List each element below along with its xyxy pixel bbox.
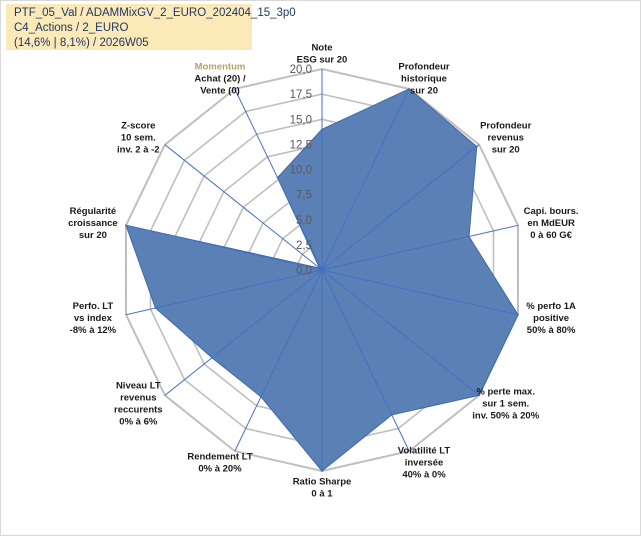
axis-label: Note ESG sur 20 (297, 43, 348, 66)
axis-spoke (321, 224, 519, 271)
data-point (391, 414, 393, 416)
data-point (154, 307, 157, 309)
data-point (408, 88, 411, 90)
axis-spoke (321, 269, 410, 452)
data-point (321, 470, 323, 472)
axis-spoke (321, 144, 480, 271)
portfolio-name: PTF_05_Val / ADAMMixGV_2_EURO_202404_15_… (14, 7, 296, 19)
axis-spoke (125, 269, 323, 316)
tick-label: 17,5 (290, 89, 312, 101)
data-point (318, 267, 321, 269)
tick-label: 10,0 (290, 165, 312, 177)
axis-spoke (164, 144, 323, 271)
axis-spoke (321, 269, 480, 396)
tick-label: 20,0 (290, 64, 312, 76)
axis-label: Rendement LT 0% à 20% (187, 451, 252, 474)
asset-class: C4_Actions / 2_EURO (14, 22, 129, 34)
portfolio-info-box: PTF_05_Val / ADAMMixGV_2_EURO_202404_15_… (6, 4, 296, 50)
data-point (321, 128, 323, 131)
axis-spoke (234, 269, 323, 452)
axis-label: Momentum Achat (20) / Vente (0) (194, 62, 246, 97)
axis-label: Perfo. LT vs index -8% à 12% (70, 301, 117, 336)
tick-label: 5,0 (296, 215, 312, 227)
axis-label: Volatilité LT inversée 40% à 0% (398, 445, 451, 480)
axis-label: Régularité croissance sur 20 (68, 206, 118, 241)
data-point (517, 313, 519, 316)
axis-spoke (234, 88, 323, 271)
data-point (276, 176, 279, 179)
performance-week: (14,6% | 8,1%) / 2026W05 (14, 37, 149, 49)
data-point (478, 394, 480, 397)
axis-label: % perte max. sur 1 sem. inv. 50% à 20% (472, 386, 539, 421)
data-point (211, 356, 213, 359)
tick-label: 7,5 (296, 190, 312, 202)
data-point (260, 396, 262, 398)
tick-label: 12,5 (290, 139, 312, 151)
tick-label: 2,5 (296, 240, 312, 252)
axis-spoke (125, 224, 323, 271)
tick-label: 15,0 (290, 114, 312, 126)
axis-spoke (164, 269, 323, 396)
axis-label: Profondeur historique sur 20 (398, 62, 449, 97)
data-point (125, 224, 127, 227)
axis-label: Profondeur revenus sur 20 (480, 121, 531, 156)
axis-label: Ratio Sharpe 0 à 1 (293, 477, 352, 500)
axis-label: % perfo 1A positive 50% à 80% (526, 301, 576, 336)
axis-label: Capi. bours. en MdEUR 0 à 60 G€ (524, 206, 579, 241)
data-point (468, 235, 470, 238)
axis-label: Niveau LT revenus reccurents 0% à 6% (114, 380, 163, 427)
data-point (476, 145, 478, 148)
axis-spoke (321, 88, 410, 271)
axis-spoke (321, 269, 519, 316)
axis-label: Z-score 10 sem. inv. 2 à -2 (117, 121, 160, 156)
tick-label: 0,0 (296, 265, 312, 277)
